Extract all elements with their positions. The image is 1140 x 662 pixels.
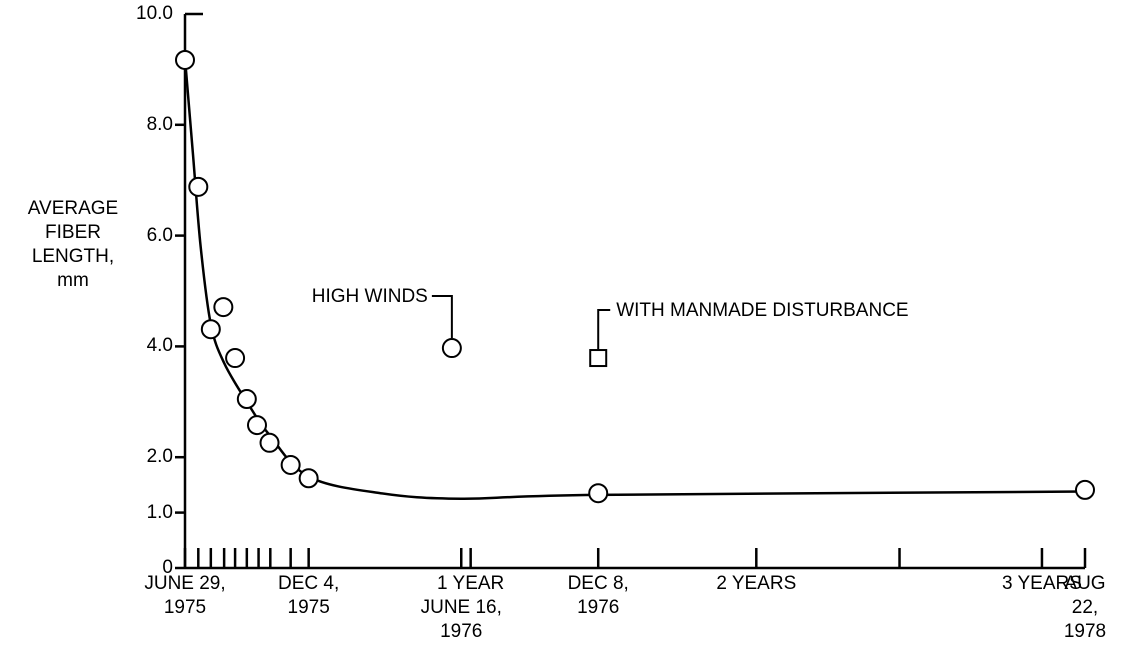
x-tick-label: 1 YEAR — [437, 573, 505, 594]
x-tick-label: AUG 22, 1978 — [1063, 573, 1107, 642]
y-tick-label: 10.0 — [136, 3, 173, 24]
data-point — [225, 348, 246, 369]
x-tick-label: DEC 4, 1975 — [278, 573, 340, 618]
high-winds-point — [441, 338, 462, 359]
leader-line — [431, 295, 453, 339]
annotation: WITH MANMADE DISTURBANCE — [616, 300, 908, 321]
y-tick-label: 2.0 — [146, 446, 173, 468]
x-tick-label: 3 YEARS — [1001, 573, 1082, 594]
data-point — [236, 389, 257, 410]
data-point — [188, 176, 209, 197]
annotation: HIGH WINDS — [312, 286, 428, 307]
y-tick-label: 0 — [162, 557, 173, 578]
data-point — [247, 415, 267, 436]
y-tick-label: 8.0 — [146, 113, 173, 135]
x-tick-label: 2 YEARS — [716, 573, 797, 594]
data-point — [1075, 479, 1095, 500]
x-tick-label: JUNE 29, 1975 — [144, 573, 226, 618]
data-point — [259, 432, 280, 453]
manmade-point — [589, 349, 608, 368]
y-tick-label: 1.0 — [146, 501, 173, 523]
fitted-curve — [183, 58, 1086, 501]
data-point — [588, 483, 609, 504]
x-tick-label: JUNE 16, 1976 — [420, 597, 502, 642]
y-axis-label: AVERAGE FIBER LENGTH, mm — [27, 198, 119, 291]
y-tick-label: 4.0 — [146, 335, 173, 357]
leader-line — [597, 309, 611, 350]
data-point — [175, 49, 195, 70]
data-point — [298, 468, 319, 489]
data-point — [200, 319, 221, 340]
data-point — [280, 454, 301, 475]
x-tick-label: DEC 8, 1976 — [567, 573, 629, 618]
data-point — [213, 297, 234, 318]
y-tick-label: 6.0 — [146, 224, 173, 246]
